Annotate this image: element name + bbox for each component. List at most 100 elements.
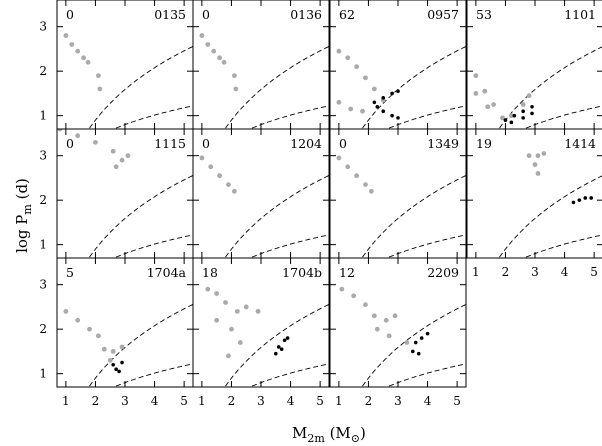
x-tick-label: 4 bbox=[561, 265, 569, 279]
grey-point bbox=[535, 153, 541, 159]
plot-area bbox=[205, 286, 329, 387]
grey-point bbox=[119, 344, 125, 350]
plot-area bbox=[473, 46, 602, 129]
grey-point bbox=[205, 286, 211, 292]
grey-point bbox=[345, 55, 351, 61]
black-point bbox=[273, 351, 278, 356]
panel-count: 0 bbox=[339, 136, 347, 151]
dashed-curve-upper bbox=[89, 174, 193, 258]
panel-1704a: 1 2 3 4 5 1 2 3 5 1704a bbox=[39, 257, 194, 408]
y-axis-title-unit: (d) bbox=[12, 178, 31, 205]
panel-label: 1101 bbox=[564, 7, 596, 22]
grey-point bbox=[125, 153, 131, 159]
grey-point bbox=[473, 91, 479, 96]
grey-point bbox=[95, 333, 101, 339]
panel-label: 0135 bbox=[154, 7, 186, 22]
grey-point bbox=[57, 129, 63, 132]
grey-point bbox=[473, 73, 479, 79]
panel-0957: 62 0957 bbox=[329, 0, 467, 130]
grey-point bbox=[482, 88, 488, 94]
dashed-curve-lower bbox=[251, 234, 329, 258]
grey-point bbox=[500, 115, 505, 121]
x-tick-label: 1 bbox=[335, 394, 343, 408]
y-axis-title-main: log P bbox=[12, 214, 31, 253]
panel-label: 1204 bbox=[290, 136, 322, 151]
grey-point bbox=[229, 326, 234, 332]
grey-point bbox=[485, 104, 491, 110]
black-point bbox=[285, 336, 290, 340]
x-tick-label: 4 bbox=[287, 394, 295, 408]
black-point bbox=[416, 351, 421, 356]
x-tick-label: 4 bbox=[424, 394, 432, 408]
x-axis-title-unit-sub: ⊙ bbox=[350, 432, 360, 445]
dashed-curve-lower bbox=[525, 105, 602, 129]
x-tick-label: 2 bbox=[228, 394, 236, 408]
grey-point bbox=[255, 308, 261, 314]
grey-point bbox=[205, 42, 211, 47]
grey-point bbox=[214, 291, 220, 296]
grey-point bbox=[520, 102, 526, 107]
grey-point bbox=[354, 64, 360, 70]
grey-point bbox=[541, 151, 547, 156]
dashed-curve-upper bbox=[362, 174, 466, 258]
dashed-curve-lower bbox=[388, 363, 466, 387]
x-tick-label: 2 bbox=[92, 394, 100, 408]
grey-point bbox=[113, 164, 119, 170]
panel-count: 62 bbox=[339, 7, 355, 22]
plot-area bbox=[63, 33, 193, 129]
dashed-curve-upper bbox=[225, 303, 329, 387]
x-tick-label: 1 bbox=[198, 394, 206, 408]
black-point bbox=[577, 198, 582, 202]
plot-area bbox=[336, 45, 466, 129]
black-point bbox=[512, 113, 517, 118]
panel-0136: 0 0136 bbox=[192, 0, 330, 130]
panel-label: 2209 bbox=[427, 265, 459, 280]
grey-point bbox=[351, 293, 357, 299]
grey-point bbox=[535, 171, 541, 176]
black-point bbox=[530, 104, 534, 109]
y-axis-title-sub: m bbox=[20, 204, 34, 215]
panel-label: 1414 bbox=[564, 136, 596, 151]
x-tick-label: 5 bbox=[180, 394, 188, 408]
grey-point bbox=[363, 75, 368, 81]
dashed-curve-lower bbox=[115, 234, 193, 258]
black-point bbox=[425, 331, 430, 336]
black-point bbox=[279, 347, 284, 351]
y-tick-label: 1 bbox=[39, 109, 47, 123]
grey-point bbox=[336, 48, 342, 54]
grey-point bbox=[234, 308, 240, 314]
grey-point bbox=[63, 308, 69, 314]
panel-count: 53 bbox=[476, 7, 492, 22]
panel-count: 5 bbox=[66, 265, 74, 280]
dashed-curve-lower bbox=[115, 105, 193, 129]
x-tick-label: 3 bbox=[257, 394, 265, 408]
grey-point bbox=[75, 317, 81, 323]
grey-point bbox=[363, 302, 368, 308]
panel-count: 0 bbox=[202, 7, 210, 22]
grey-point bbox=[107, 357, 113, 363]
y-tick-label: 1 bbox=[39, 238, 47, 252]
grey-point bbox=[208, 164, 214, 170]
grey-point bbox=[508, 113, 514, 119]
black-point bbox=[120, 360, 124, 365]
black-point bbox=[375, 104, 380, 109]
dashed-curve-upper bbox=[89, 45, 193, 129]
dashed-curve-upper bbox=[225, 174, 329, 258]
grey-point bbox=[526, 153, 532, 159]
x-axis-title-sub: 2m bbox=[307, 432, 325, 445]
grey-point bbox=[336, 99, 342, 105]
dashed-curve-lower bbox=[525, 234, 602, 258]
grey-point bbox=[85, 59, 91, 65]
y-tick-label: 3 bbox=[39, 20, 47, 34]
grey-point bbox=[217, 173, 223, 179]
grey-point bbox=[392, 313, 398, 319]
y-tick-label: 2 bbox=[39, 193, 47, 207]
y-axis-title: log Pm (d) bbox=[13, 178, 34, 253]
panel-label: 0136 bbox=[290, 7, 322, 22]
grey-point bbox=[223, 300, 228, 305]
black-point bbox=[503, 118, 508, 122]
grey-point bbox=[217, 55, 223, 61]
x-tick-label: 1 bbox=[62, 394, 70, 408]
grey-point bbox=[221, 59, 227, 65]
grey-point bbox=[339, 286, 345, 292]
